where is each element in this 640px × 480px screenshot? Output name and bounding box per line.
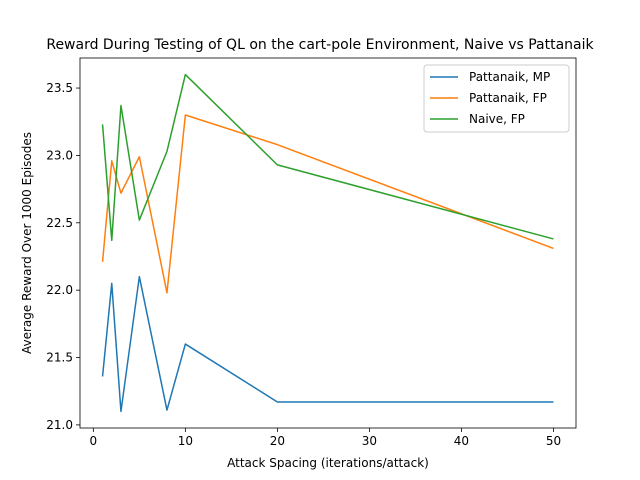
- legend-label: Pattanaik, MP: [469, 70, 550, 84]
- x-axis-ticks: 0 10 20 30 40 50: [90, 428, 561, 448]
- y-tick-label: 21.5: [46, 351, 73, 365]
- legend-label: Naive, FP: [469, 112, 525, 126]
- y-axis-ticks: 21.0 21.5 22.0 22.5 23.0 23.5: [46, 81, 80, 432]
- legend: Pattanaik, MP Pattanaik, FP Naive, FP: [423, 64, 570, 133]
- legend-box: [423, 64, 570, 133]
- x-tick-label: 0: [90, 434, 98, 448]
- y-tick-label: 22.5: [46, 216, 73, 230]
- series-line-1: [101, 114, 554, 294]
- legend-label: Pattanaik, FP: [469, 91, 547, 105]
- series-line-0: [101, 275, 554, 413]
- series-lines: [101, 73, 554, 413]
- x-axis-label: Attack Spacing (iterations/attack): [227, 456, 429, 470]
- x-tick-label: 30: [362, 434, 377, 448]
- chart-title: Reward During Testing of QL on the cart-…: [46, 37, 594, 53]
- x-tick-label: 40: [454, 434, 469, 448]
- x-tick-label: 20: [270, 434, 285, 448]
- y-axis-label: Average Reward Over 1000 Episodes: [20, 132, 34, 354]
- y-tick-label: 22.0: [46, 283, 73, 297]
- x-tick-label: 50: [546, 434, 561, 448]
- plot-frame: [79, 57, 577, 429]
- x-tick-label: 10: [178, 434, 193, 448]
- y-tick-label: 21.0: [46, 418, 73, 432]
- y-tick-label: 23.5: [46, 81, 73, 95]
- y-tick-label: 23.0: [46, 148, 73, 162]
- series-line-2: [101, 73, 554, 242]
